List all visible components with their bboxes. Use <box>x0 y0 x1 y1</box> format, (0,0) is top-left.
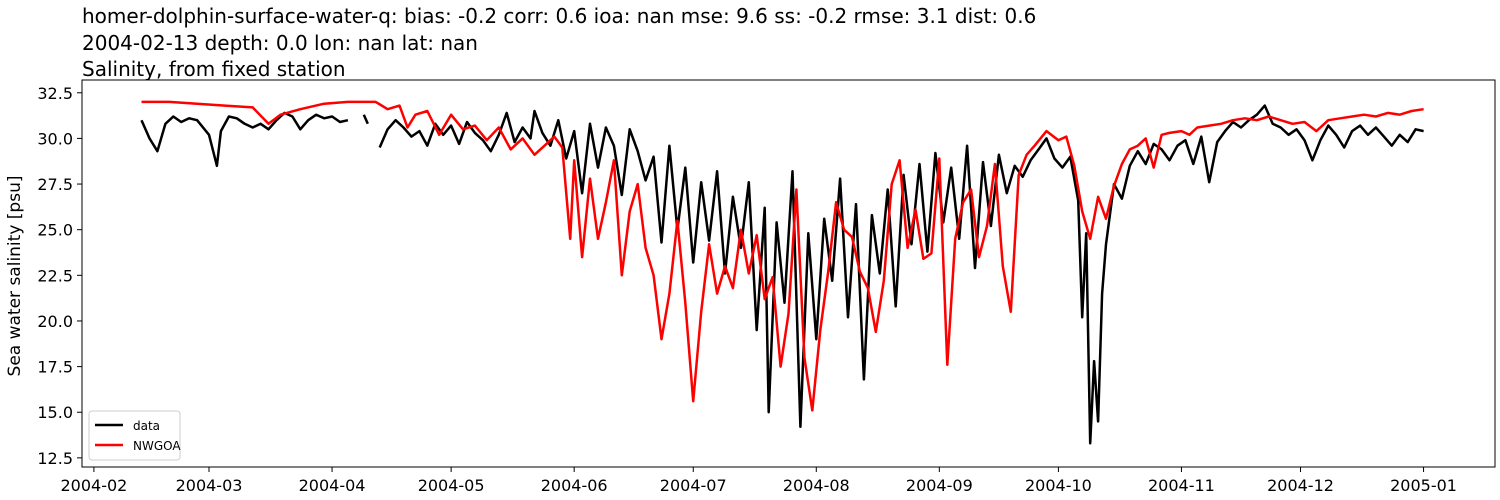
x-tick-label: 2005-01 <box>1390 476 1457 495</box>
series-line-data-segment-1 <box>362 114 369 125</box>
y-tick-label: 30.0 <box>37 129 73 148</box>
y-tick-label: 15.0 <box>37 403 73 422</box>
x-tick-label: 2004-05 <box>418 476 485 495</box>
chart-title-line-3: Salinity, from fixed station <box>82 57 346 81</box>
legend-box <box>88 410 181 461</box>
series-line-nwgoa-segment-0 <box>141 100 1424 412</box>
y-tick-label: 32.5 <box>37 84 73 103</box>
y-tick-label: 20.0 <box>37 312 73 331</box>
chart-title-line-2: 2004-02-13 depth: 0.0 lon: nan lat: nan <box>82 31 478 55</box>
x-tick-label: 2004-12 <box>1267 476 1334 495</box>
y-tick-label: 25.0 <box>37 221 73 240</box>
y-tick-label: 17.5 <box>37 358 73 377</box>
y-tick-label: 12.5 <box>37 449 73 468</box>
x-tick-label: 2004-07 <box>660 476 727 495</box>
y-axis-label: Sea water salinity [psu] <box>5 176 25 377</box>
x-tick-label: 2004-08 <box>783 476 850 495</box>
plot-frame <box>81 79 1496 468</box>
x-tick-label: 2004-04 <box>299 476 366 495</box>
chart-title-line-1: homer-dolphin-surface-water-q: bias: -0.… <box>82 4 1036 28</box>
x-tick-label: 2004-06 <box>541 476 608 495</box>
legend-label-nwgoa: NWGOA <box>133 439 181 453</box>
x-tick-label: 2004-02 <box>60 476 127 495</box>
legend-label-data: data <box>133 419 160 433</box>
plot-lines <box>140 100 1424 445</box>
series-line-data-segment-0 <box>140 111 349 168</box>
y-tick-label: 27.5 <box>37 175 73 194</box>
x-tick-label: 2004-09 <box>906 476 973 495</box>
series-line-data-segment-2 <box>378 104 1424 445</box>
x-tick-label: 2004-11 <box>1148 476 1215 495</box>
x-tick-label: 2004-10 <box>1025 476 1092 495</box>
y-tick-label: 22.5 <box>37 266 73 285</box>
x-tick-label: 2004-03 <box>176 476 243 495</box>
x-axis-ticks: 2004-02 2004-03 2004-04 2004-05 2004-06 2004-… <box>60 467 1457 495</box>
legend: data NWGOA <box>88 410 181 461</box>
y-axis-ticks: 12.5 15.0 17.5 20.0 22.5 25.0 27.5 30.0 32.5 <box>37 84 82 468</box>
